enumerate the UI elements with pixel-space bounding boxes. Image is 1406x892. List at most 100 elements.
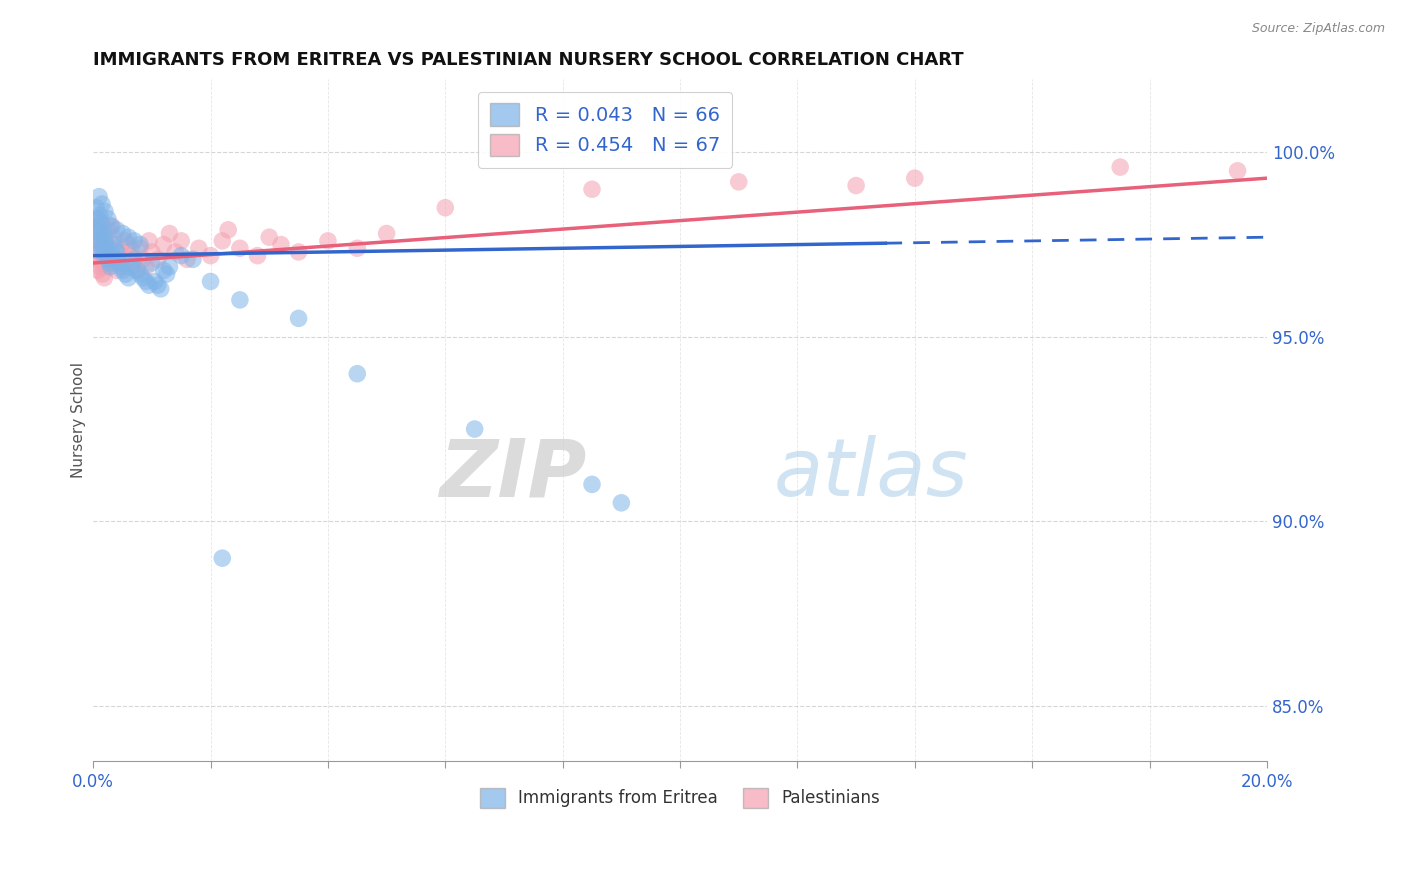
Point <box>120 249 142 263</box>
Point <box>211 551 233 566</box>
Point <box>108 244 131 259</box>
Point <box>96 244 118 259</box>
Point <box>845 178 868 193</box>
Point <box>93 237 115 252</box>
Point <box>105 263 128 277</box>
Point <box>101 219 124 234</box>
Point <box>98 256 121 270</box>
Point <box>141 256 163 270</box>
Y-axis label: Nursery School: Nursery School <box>72 362 86 478</box>
Point <box>904 171 927 186</box>
Point <box>159 260 181 274</box>
Text: atlas: atlas <box>773 435 969 514</box>
Point <box>132 270 155 285</box>
Point <box>229 241 252 255</box>
Point <box>200 275 222 289</box>
Point <box>155 267 177 281</box>
Point <box>103 237 125 252</box>
Point <box>149 282 172 296</box>
Point <box>87 219 110 234</box>
Point <box>84 201 107 215</box>
Point <box>100 219 122 234</box>
Point <box>97 223 120 237</box>
Point <box>346 367 368 381</box>
Point <box>464 422 486 436</box>
Point <box>117 230 139 244</box>
Point <box>610 496 633 510</box>
Point <box>104 241 127 255</box>
Point <box>87 227 110 241</box>
Point <box>120 260 142 274</box>
Point <box>114 234 136 248</box>
Point <box>111 263 134 277</box>
Point <box>89 260 111 274</box>
Point <box>110 260 132 274</box>
Point <box>89 208 111 222</box>
Point <box>94 234 117 248</box>
Text: ZIP: ZIP <box>439 435 586 514</box>
Point <box>107 252 129 267</box>
Point <box>100 260 122 274</box>
Point <box>257 230 280 244</box>
Point <box>152 263 174 277</box>
Point <box>287 244 309 259</box>
Point <box>89 234 111 248</box>
Point <box>187 241 209 255</box>
Point <box>122 234 145 248</box>
Point <box>375 227 398 241</box>
Point <box>346 241 368 255</box>
Point <box>132 252 155 267</box>
Point <box>91 244 114 259</box>
Point <box>91 267 114 281</box>
Point <box>316 234 339 248</box>
Point <box>91 249 114 263</box>
Point <box>181 252 204 267</box>
Point <box>89 234 111 248</box>
Point <box>270 237 292 252</box>
Point <box>91 241 114 255</box>
Text: Source: ZipAtlas.com: Source: ZipAtlas.com <box>1251 22 1385 36</box>
Point <box>141 244 163 259</box>
Point <box>120 241 142 255</box>
Point <box>91 230 114 244</box>
Point <box>727 175 749 189</box>
Point <box>129 241 152 255</box>
Point <box>86 237 108 252</box>
Point <box>100 249 122 263</box>
Point <box>87 263 110 277</box>
Point <box>129 267 152 281</box>
Point <box>89 223 111 237</box>
Point <box>105 244 128 259</box>
Point <box>127 263 149 277</box>
Point <box>90 237 112 252</box>
Point <box>94 204 117 219</box>
Point <box>94 227 117 241</box>
Point <box>93 270 115 285</box>
Point <box>87 252 110 267</box>
Point <box>1226 163 1249 178</box>
Point <box>165 244 187 259</box>
Point <box>135 260 157 274</box>
Point <box>91 227 114 241</box>
Point <box>93 249 115 263</box>
Point <box>97 249 120 263</box>
Point <box>217 223 239 237</box>
Point <box>101 249 124 263</box>
Point <box>94 237 117 252</box>
Point <box>91 197 114 211</box>
Point <box>138 278 160 293</box>
Point <box>103 230 125 244</box>
Point <box>111 252 134 267</box>
Point <box>91 219 114 234</box>
Point <box>97 211 120 226</box>
Point <box>90 256 112 270</box>
Point <box>87 189 110 203</box>
Point <box>211 234 233 248</box>
Point <box>111 227 134 241</box>
Point <box>94 241 117 255</box>
Point <box>90 241 112 255</box>
Point <box>170 234 193 248</box>
Point <box>143 275 166 289</box>
Legend: Immigrants from Eritrea, Palestinians: Immigrants from Eritrea, Palestinians <box>474 781 887 814</box>
Point <box>200 249 222 263</box>
